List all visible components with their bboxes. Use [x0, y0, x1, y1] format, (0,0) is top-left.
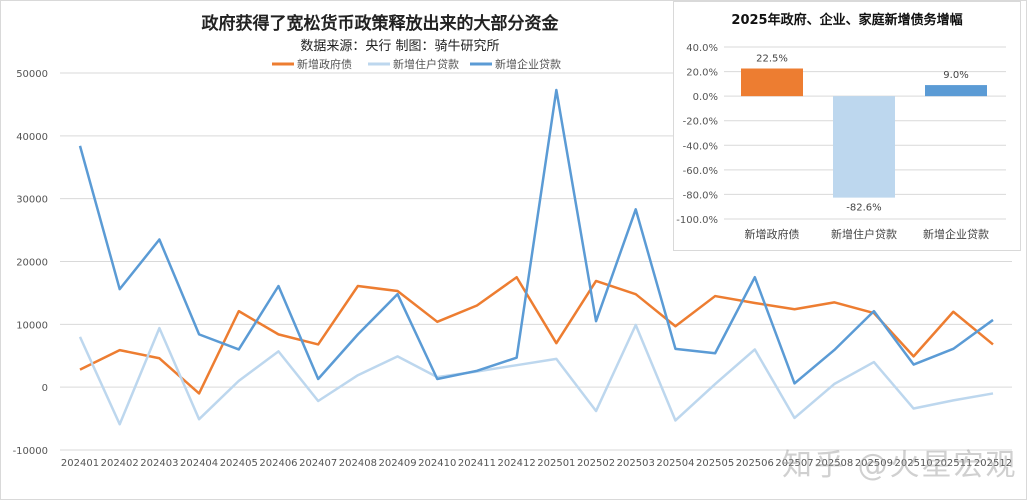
- y-tick-label: -20.0%: [683, 117, 718, 128]
- x-tick-label: 202403: [140, 458, 178, 469]
- series-line: [79, 275, 994, 395]
- bar: [833, 96, 895, 198]
- x-tick-label: 202407: [299, 458, 337, 469]
- y-tick-label: 40000: [16, 132, 48, 143]
- x-tick-label: 202507: [775, 458, 813, 469]
- x-tick-label: 202411: [458, 458, 496, 469]
- x-tick-label: 202410: [418, 458, 456, 469]
- x-tick-label: 新增住户贷款: [831, 227, 897, 241]
- watermark: 知乎 @火星宏观: [782, 448, 1018, 483]
- bar: [741, 68, 803, 97]
- x-tick-label: 202508: [815, 458, 853, 469]
- bar: [925, 85, 987, 97]
- y-tick-label: -100.0%: [676, 215, 718, 226]
- inset-bar-chart: 2025年政府、企业、家庭新增债务增幅 -100.0% -80.0% -60.0% -…: [673, 1, 1021, 251]
- legend-label: 新增住户贷款: [393, 57, 459, 71]
- x-tick-label: 202504: [656, 458, 694, 469]
- y-tick-label: 20.0%: [686, 68, 718, 79]
- data-label: 22.5%: [756, 54, 788, 65]
- legend: 新增政府债 新增住户贷款 新增企业贷款: [272, 57, 561, 71]
- chart-subtitle: 数据来源：央行 制图：骑牛研究所: [300, 39, 499, 54]
- legend-label: 新增政府债: [297, 57, 352, 71]
- x-tick-label: 202401: [61, 458, 99, 469]
- x-tick-label: 202503: [617, 458, 655, 469]
- x-tick-label: 新增政府债: [745, 227, 800, 241]
- x-tick-label: 202409: [378, 458, 416, 469]
- x-tick-label: 202405: [220, 458, 258, 469]
- x-tick-label: 202505: [696, 458, 734, 469]
- x-tick-label: 202408: [339, 458, 377, 469]
- x-tick-label: 202510: [895, 458, 933, 469]
- x-tick-label: 202509: [855, 458, 893, 469]
- y-tick-label: 50000: [16, 69, 48, 80]
- y-tick-label: -80.0%: [683, 190, 718, 201]
- inset-title: 2025年政府、企业、家庭新增债务增幅: [731, 12, 962, 28]
- x-tick-label: 202404: [180, 458, 218, 469]
- series-line: [78, 323, 994, 426]
- y-tick-label: 0: [42, 383, 48, 394]
- y-tick-label: -10000: [13, 446, 48, 457]
- y-tick-label: 20000: [16, 258, 48, 269]
- y-tick-label: 0.0%: [693, 92, 718, 103]
- data-label: 9.0%: [943, 70, 968, 81]
- x-tick-label: 202501: [537, 458, 575, 469]
- x-tick-label: 202512: [974, 458, 1012, 469]
- y-tick-label: 40.0%: [686, 43, 718, 54]
- chart-title: 政府获得了宽松货币政策释放出来的大部分资金: [202, 13, 560, 34]
- y-tick-label: -40.0%: [683, 141, 718, 152]
- x-tick-label: 新增企业贷款: [923, 227, 989, 241]
- legend-label: 新增企业贷款: [495, 57, 561, 71]
- y-tick-label: -60.0%: [683, 166, 718, 177]
- data-label: -82.6%: [846, 203, 881, 214]
- x-tick-label: 202402: [101, 458, 139, 469]
- y-tick-label: 30000: [16, 195, 48, 206]
- x-tick-label: 202412: [498, 458, 536, 469]
- series-line: [78, 88, 994, 385]
- x-tick-label: 202506: [736, 458, 774, 469]
- x-tick-label: 202502: [577, 458, 615, 469]
- x-tick-label: 202511: [934, 458, 972, 469]
- y-tick-label: 10000: [16, 320, 48, 331]
- x-tick-label: 202406: [259, 458, 297, 469]
